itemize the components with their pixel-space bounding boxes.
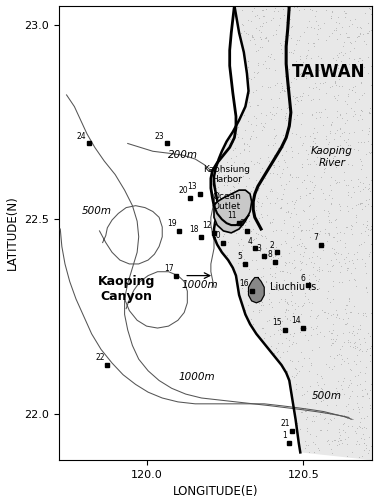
Text: 18: 18 — [189, 225, 199, 234]
Text: 10: 10 — [211, 231, 221, 240]
Text: 24: 24 — [76, 132, 86, 141]
Text: Kaohsiung
Harbor: Kaohsiung Harbor — [203, 165, 250, 184]
Text: 17: 17 — [164, 264, 174, 273]
Text: 14: 14 — [291, 317, 301, 325]
Text: TAIWAN: TAIWAN — [292, 62, 365, 81]
Text: 13: 13 — [187, 182, 197, 191]
Text: 20: 20 — [178, 186, 188, 195]
Text: 5: 5 — [238, 252, 243, 261]
Text: 6: 6 — [301, 274, 305, 283]
Polygon shape — [214, 190, 252, 233]
X-axis label: LONGITUDE(E): LONGITUDE(E) — [173, 485, 258, 498]
Polygon shape — [248, 278, 264, 303]
Text: 21: 21 — [280, 419, 290, 428]
Text: 500m: 500m — [81, 207, 112, 217]
Text: 1: 1 — [282, 431, 287, 440]
Text: 7: 7 — [313, 233, 318, 242]
Text: 9: 9 — [239, 219, 244, 228]
Text: 11: 11 — [227, 211, 236, 220]
Text: 4: 4 — [247, 236, 252, 245]
Text: 2: 2 — [269, 240, 274, 249]
Text: 23: 23 — [155, 132, 164, 141]
Text: 22: 22 — [95, 353, 105, 362]
Text: 1000m: 1000m — [181, 280, 218, 290]
Text: Kaoping
River: Kaoping River — [311, 146, 353, 168]
Text: 3: 3 — [257, 244, 262, 254]
Text: Ocean
Outlet: Ocean Outlet — [212, 192, 241, 212]
Y-axis label: LATITUDE(N): LATITUDE(N) — [6, 196, 19, 270]
Polygon shape — [214, 6, 372, 460]
Text: 200m: 200m — [167, 150, 198, 160]
Text: Kaoping
Canyon: Kaoping Canyon — [98, 275, 155, 303]
Text: 500m: 500m — [312, 391, 342, 401]
Text: 19: 19 — [167, 219, 177, 228]
Text: Liuchiu Is.: Liuchiu Is. — [271, 282, 320, 292]
Text: 15: 15 — [272, 318, 282, 327]
Text: 16: 16 — [239, 279, 249, 288]
Text: 12: 12 — [202, 221, 211, 230]
Text: 1000m: 1000m — [178, 371, 215, 382]
Text: 8: 8 — [268, 250, 273, 259]
